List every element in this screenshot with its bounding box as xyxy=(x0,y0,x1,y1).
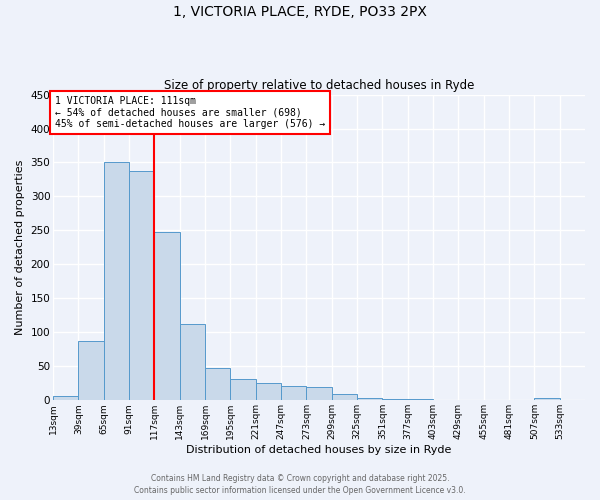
Bar xyxy=(256,384,281,400)
Bar xyxy=(104,162,129,400)
Bar xyxy=(535,398,560,400)
Y-axis label: Number of detached properties: Number of detached properties xyxy=(15,160,25,335)
Bar xyxy=(154,232,180,400)
Bar xyxy=(129,172,154,400)
Text: Contains HM Land Registry data © Crown copyright and database right 2025.
Contai: Contains HM Land Registry data © Crown c… xyxy=(134,474,466,495)
Bar xyxy=(230,379,256,400)
X-axis label: Distribution of detached houses by size in Ryde: Distribution of detached houses by size … xyxy=(187,445,452,455)
Text: 1 VICTORIA PLACE: 111sqm
← 54% of detached houses are smaller (698)
45% of semi-: 1 VICTORIA PLACE: 111sqm ← 54% of detach… xyxy=(55,96,325,129)
Text: 1, VICTORIA PLACE, RYDE, PO33 2PX: 1, VICTORIA PLACE, RYDE, PO33 2PX xyxy=(173,5,427,19)
Bar xyxy=(307,386,332,400)
Bar xyxy=(205,368,230,400)
Bar xyxy=(180,324,205,400)
Bar xyxy=(281,386,307,400)
Bar xyxy=(357,398,382,400)
Bar xyxy=(79,340,104,400)
Bar xyxy=(332,394,357,400)
Bar xyxy=(382,399,407,400)
Title: Size of property relative to detached houses in Ryde: Size of property relative to detached ho… xyxy=(164,79,474,92)
Bar xyxy=(407,399,433,400)
Bar xyxy=(53,396,79,400)
